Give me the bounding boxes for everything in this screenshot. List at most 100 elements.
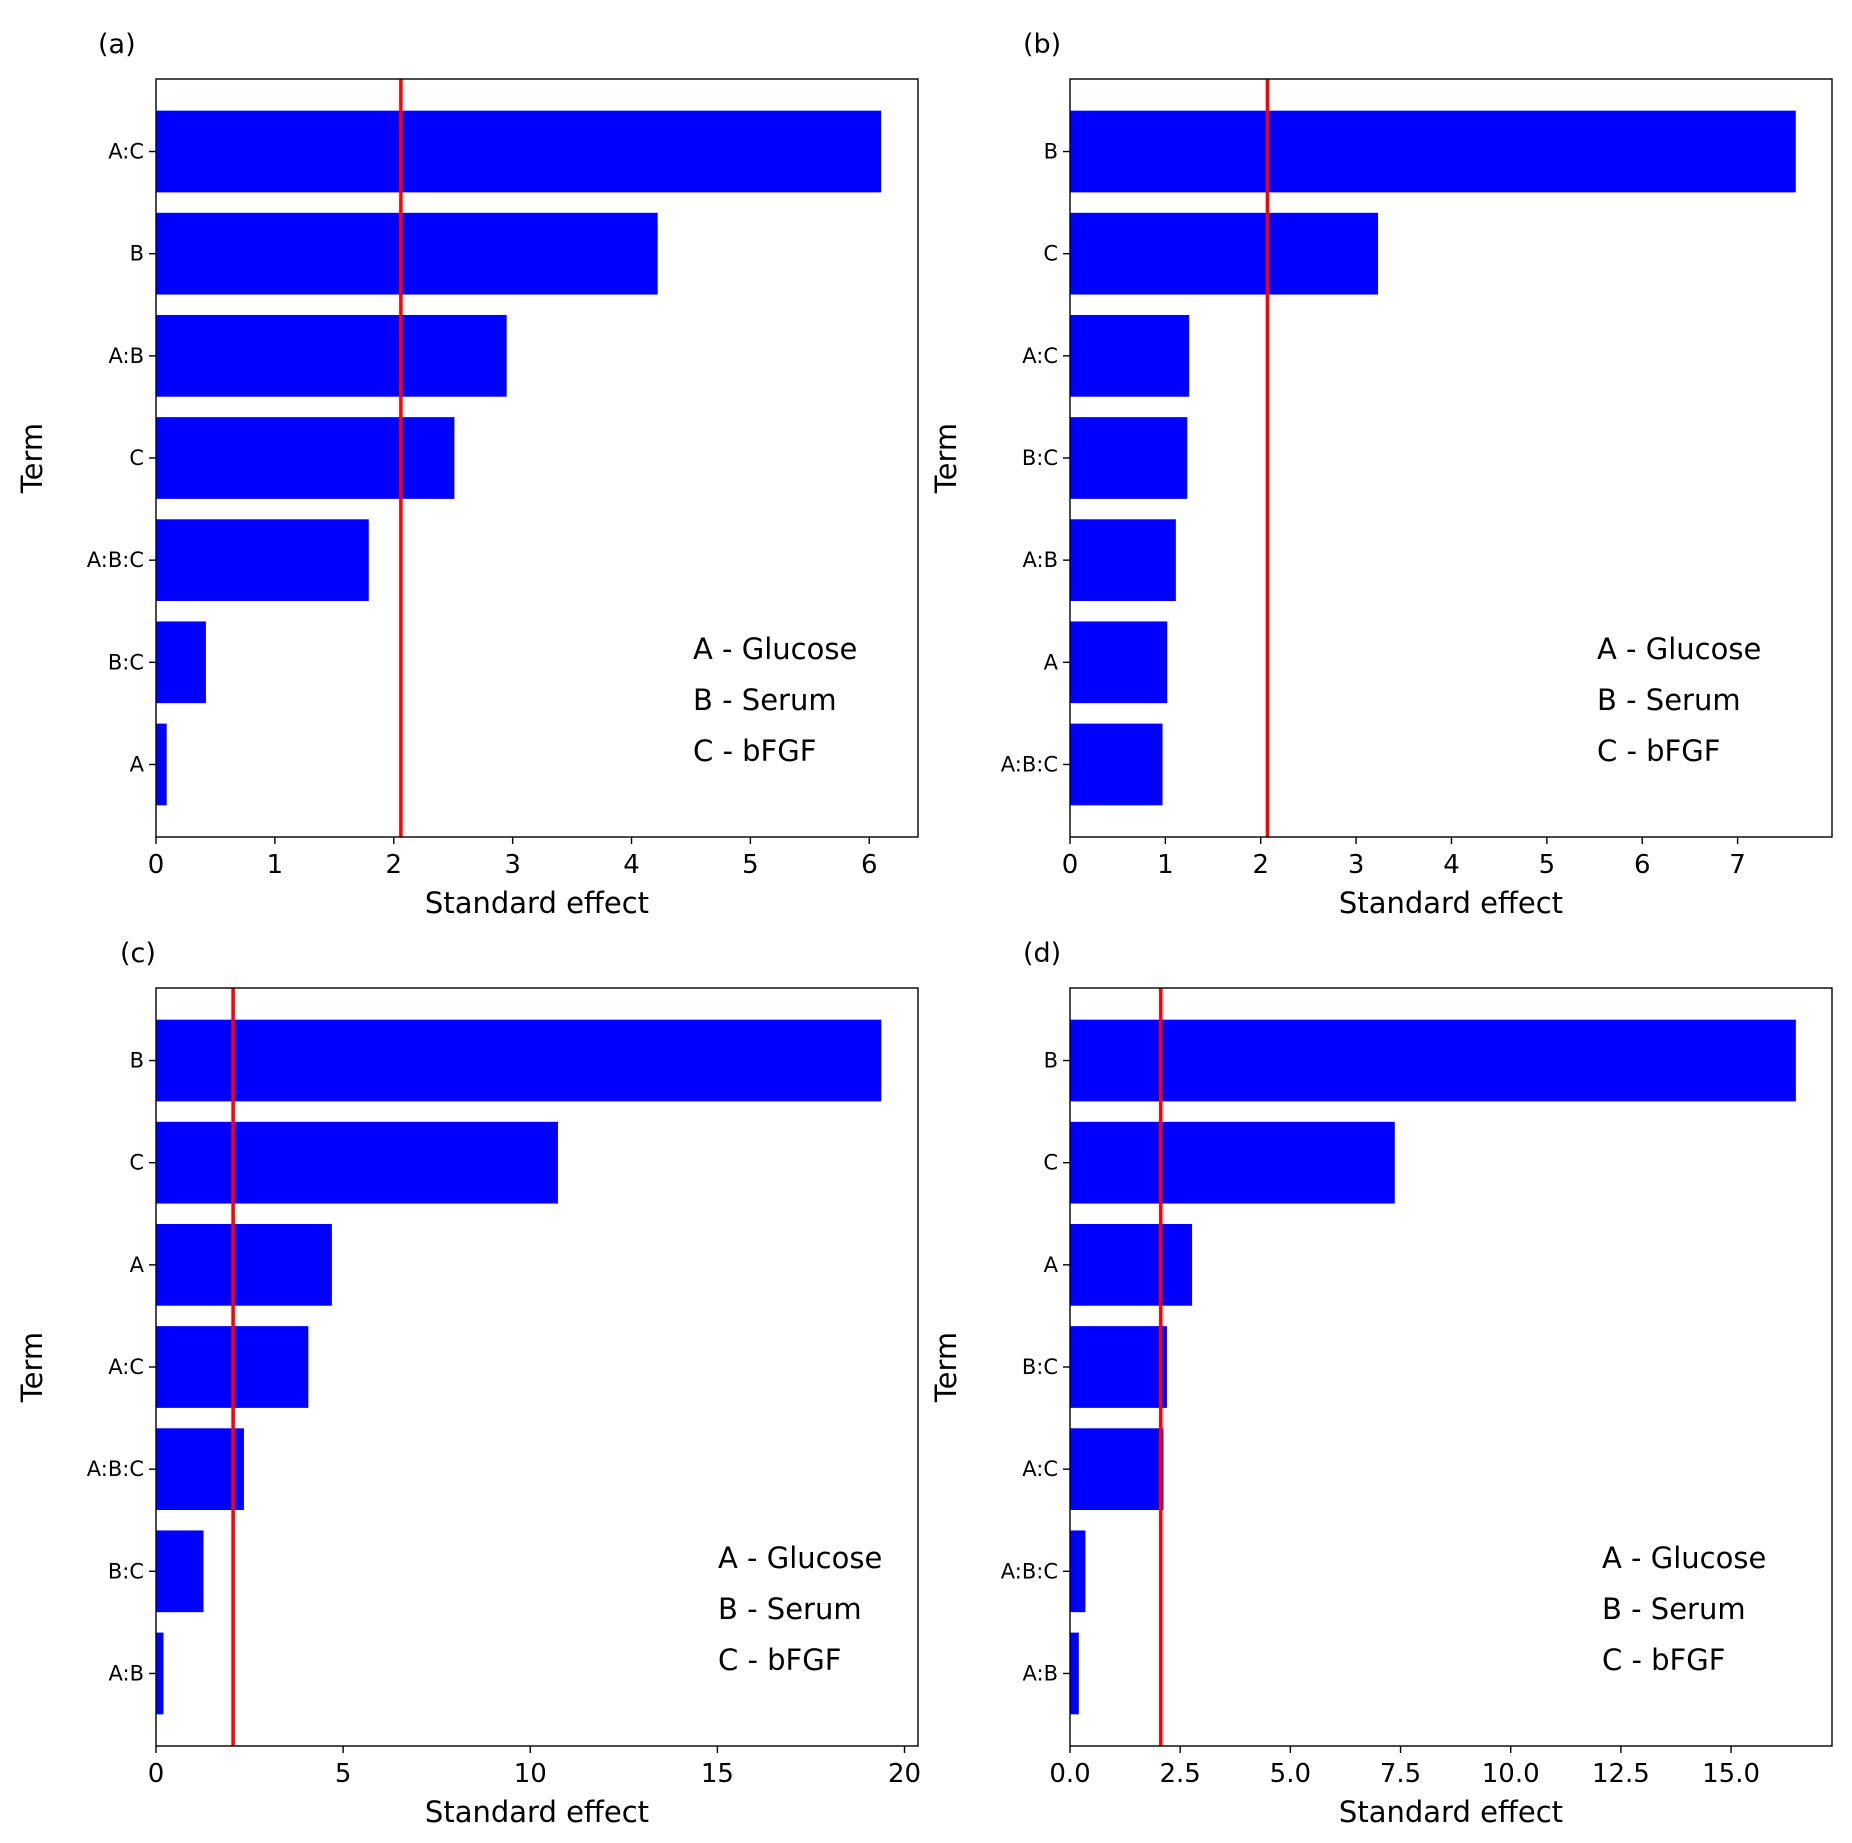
bar-A: [1070, 621, 1168, 704]
x-tick-label: 4: [1443, 850, 1460, 880]
bar-A-B-C: [1070, 723, 1163, 806]
bar-A-C: [156, 110, 882, 193]
bar-B: [1070, 110, 1796, 193]
bar-A-B-C: [156, 1428, 244, 1511]
legend-entry: B - Serum: [1597, 683, 1741, 717]
y-tick-label: A:C: [108, 140, 144, 164]
y-tick-label: A: [1044, 1253, 1059, 1277]
y-tick-label: B:C: [1022, 446, 1058, 470]
bar-B-C: [1070, 417, 1188, 499]
y-tick-label: A:C: [1022, 1457, 1058, 1481]
bar-B: [156, 212, 658, 295]
x-tick-label: 7: [1729, 850, 1746, 880]
bar-B: [1070, 1019, 1796, 1102]
legend-entry: A - Glucose: [1597, 632, 1761, 666]
x-tick-label: 15.0: [1702, 1759, 1760, 1789]
y-tick-label: A:B:C: [1001, 1559, 1058, 1583]
x-tick-label: 0.0: [1049, 1759, 1090, 1789]
legend-entry: C - bFGF: [1602, 1643, 1725, 1677]
bar-A-B: [156, 314, 507, 397]
x-tick-label: 3: [504, 850, 521, 880]
y-tick-label: A:C: [1022, 344, 1058, 368]
panel-label: (c): [120, 938, 156, 969]
bar-B: [156, 1019, 882, 1102]
x-tick-label: 6: [1634, 850, 1651, 880]
y-tick-label: C: [129, 1151, 144, 1175]
x-tick-label: 5: [742, 850, 759, 880]
bar-A-B: [1070, 1632, 1079, 1715]
x-tick-label: 6: [861, 850, 878, 880]
y-tick-label: A: [130, 752, 145, 776]
x-tick-label: 1: [267, 850, 284, 880]
bar-A-C: [1070, 1428, 1164, 1511]
y-axis-title: Term: [929, 1332, 963, 1403]
x-tick-label: 0: [148, 850, 165, 880]
plot-frame: [155, 78, 919, 838]
panel-label: (b): [1023, 29, 1061, 60]
bar-B-C: [156, 621, 206, 704]
x-tick-label: 5.0: [1270, 1759, 1311, 1789]
y-tick-label: C: [1043, 1151, 1058, 1175]
chart-panel-d: (d) B C A B:C A:C A:B:C A:B 0.0 2.5 5.0 7.5 10.0 12.5…: [929, 938, 1833, 1829]
bar-A-B: [1070, 519, 1176, 602]
x-axis-title: Standard effect: [1339, 1795, 1563, 1829]
y-tick-label: B: [130, 1049, 144, 1073]
chart-panel-a: (a) A:C B A:B C A:B:C B:C A 0 1 2 3 4 5 6 Standard effe…: [15, 29, 919, 920]
y-tick-label: A:B: [1023, 548, 1058, 572]
x-tick-label: 10: [514, 1759, 547, 1789]
chart-panel-b: (b) B C A:C B:C A:B A A:B:C 0 1 2 3 4 5 6 7 Standard eff…: [929, 29, 1833, 920]
x-tick-label: 2: [1252, 850, 1269, 880]
bar-A: [156, 1223, 332, 1306]
y-tick-label: B:C: [108, 1559, 144, 1583]
plot-frame: [155, 987, 919, 1747]
bar-A-C: [1070, 314, 1190, 397]
legend-entry: B - Serum: [693, 683, 837, 717]
x-tick-label: 5: [335, 1759, 352, 1789]
panel-label: (a): [98, 29, 136, 60]
x-axis-title: Standard effect: [1339, 886, 1563, 920]
y-tick-label: A: [1044, 650, 1059, 674]
plot-frame: [1069, 987, 1833, 1747]
x-axis-title: Standard effect: [425, 886, 649, 920]
y-axis-title: Term: [15, 1332, 49, 1403]
bar-C: [1070, 212, 1379, 295]
bar-B-C: [156, 1530, 204, 1613]
y-tick-label: B: [130, 242, 144, 266]
x-tick-label: 2: [385, 850, 402, 880]
y-tick-label: A:B: [109, 344, 144, 368]
y-tick-label: A:B:C: [1001, 752, 1058, 776]
x-tick-label: 4: [623, 850, 640, 880]
legend-entry: A - Glucose: [1602, 1541, 1766, 1575]
bar-A-B-C: [1070, 1530, 1086, 1613]
y-tick-label: A:B: [109, 1661, 144, 1685]
bar-A-B: [156, 1632, 164, 1715]
y-tick-label: A:B: [1023, 1661, 1058, 1685]
y-tick-label: C: [1043, 242, 1058, 266]
bar-A: [156, 723, 167, 806]
y-tick-label: B: [1044, 1049, 1058, 1073]
legend-entry: B - Serum: [718, 1592, 862, 1626]
y-tick-label: A:B:C: [87, 1457, 144, 1481]
y-tick-label: B:C: [108, 650, 144, 674]
y-tick-label: A: [130, 1253, 145, 1277]
legend-entry: C - bFGF: [1597, 734, 1720, 768]
x-tick-label: 7.5: [1380, 1759, 1421, 1789]
bar-B-C: [1070, 1326, 1167, 1408]
y-tick-label: A:C: [108, 1355, 144, 1379]
legend-entry: C - bFGF: [718, 1643, 841, 1677]
y-axis-title: Term: [15, 423, 49, 494]
x-tick-label: 5: [1539, 850, 1556, 880]
x-tick-label: 10.0: [1482, 1759, 1540, 1789]
x-tick-label: 3: [1348, 850, 1365, 880]
chart-panel-c: (c) B C A A:C A:B:C B:C A:B 0 5 10 15 20 Standard eff…: [15, 938, 921, 1829]
y-tick-label: C: [129, 446, 144, 470]
bar-C: [156, 1121, 558, 1204]
bar-A: [1070, 1223, 1193, 1306]
panel-label: (d): [1023, 938, 1061, 969]
legend-entry: A - Glucose: [718, 1541, 882, 1575]
x-tick-label: 2.5: [1159, 1759, 1200, 1789]
y-tick-label: A:B:C: [87, 548, 144, 572]
y-axis-title: Term: [929, 423, 963, 494]
y-tick-label: B: [1044, 140, 1058, 164]
